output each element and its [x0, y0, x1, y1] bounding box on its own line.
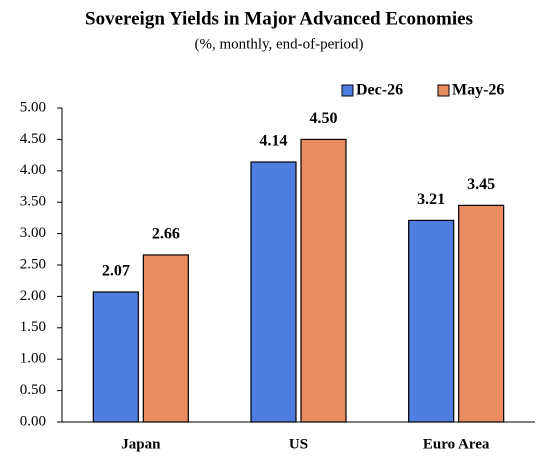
y-tick-label: 1.00 — [20, 351, 46, 367]
x-tick-label: Euro Area — [423, 436, 490, 452]
y-tick-label: 4.50 — [20, 131, 46, 147]
legend-swatch — [437, 84, 450, 97]
y-tick-label: 3.50 — [20, 194, 46, 210]
value-label: 3.21 — [417, 191, 445, 208]
chart-title: Sovereign Yields in Major Advanced Econo… — [85, 8, 473, 29]
value-label: 4.50 — [310, 110, 338, 127]
y-tick-label: 5.00 — [20, 99, 46, 115]
bar — [408, 219, 455, 423]
legend-label: Dec-26 — [356, 82, 403, 99]
value-label: 3.45 — [467, 176, 495, 193]
y-tick-label: 2.50 — [20, 256, 46, 272]
y-tick-label: 3.00 — [20, 225, 46, 241]
legend-label: May-26 — [452, 82, 504, 99]
y-tick-label: 0.50 — [20, 382, 46, 398]
value-label: 2.66 — [152, 226, 180, 243]
y-tick-label: 1.50 — [20, 319, 46, 335]
x-tick-label: Japan — [121, 436, 161, 452]
bar — [142, 254, 189, 423]
bar — [300, 138, 347, 423]
value-label: 4.14 — [260, 133, 288, 150]
y-tick-label: 4.00 — [20, 162, 46, 178]
y-tick-label: 0.00 — [20, 413, 46, 429]
bar — [92, 291, 139, 423]
y-tick-label: 2.00 — [20, 288, 46, 304]
x-tick-label: US — [289, 436, 308, 452]
legend-swatch — [341, 84, 354, 97]
chart-subtitle: (%, monthly, end-of-period) — [195, 36, 364, 52]
bar — [250, 161, 297, 423]
value-label: 2.07 — [102, 263, 130, 280]
bar — [458, 204, 505, 423]
